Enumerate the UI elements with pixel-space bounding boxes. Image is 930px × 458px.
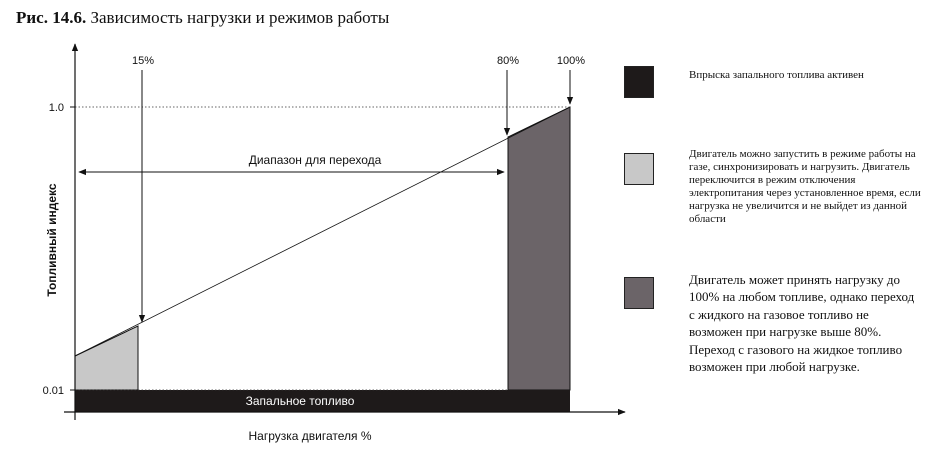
y-axis-label: Топливный индекс <box>45 183 59 297</box>
fuel-index-line <box>74 106 571 357</box>
pilot-only-region <box>74 325 139 391</box>
x-axis-label: Нагрузка двигателя % <box>248 429 371 443</box>
any-fuel-region <box>507 106 571 391</box>
figure-title: Рис. 14.6. Зависимость нагрузки и режимо… <box>16 8 389 28</box>
marker-label-15: 15% <box>132 55 154 67</box>
legend-swatch-light-region <box>624 153 654 185</box>
figure-number: Рис. 14.6. <box>16 8 87 27</box>
y-tick-label-top: 1.0 <box>49 102 64 114</box>
legend-swatch-pilot-fuel <box>624 66 654 98</box>
y-tick-label-bottom: 0.01 <box>43 385 64 397</box>
legend-swatch-dark-region <box>624 277 654 309</box>
figure-title-text: Зависимость нагрузки и режимов работы <box>90 8 390 27</box>
marker-label-100: 100% <box>557 55 585 67</box>
pilot-fuel-bar <box>75 390 570 412</box>
marker-label-80: 80% <box>497 55 519 67</box>
legend-text-pilot-fuel: Впрыска запального топлива активен <box>689 69 864 81</box>
legend-text-light-region: Двигатель можно запустить в режиме работ… <box>689 148 921 225</box>
transition-range-label: Диапазон для перехода <box>249 153 382 167</box>
pilot-fuel-label: Запальное топливо <box>246 394 355 408</box>
legend-text-dark-region: Двигатель может принять нагрузку до 100%… <box>689 272 915 375</box>
